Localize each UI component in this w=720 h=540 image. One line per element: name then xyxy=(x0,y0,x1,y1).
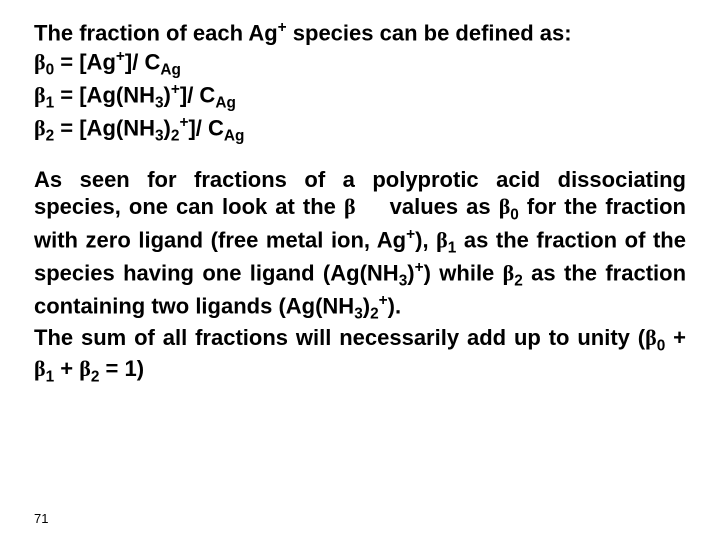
eq1-nsub: 3 xyxy=(155,95,164,112)
beta-symbol: β xyxy=(79,356,91,381)
lead-text: The fraction of each Ag xyxy=(34,20,278,45)
plus2: + xyxy=(54,356,79,381)
beta-symbol: β xyxy=(503,260,515,285)
eq2-mid: = [Ag(NH xyxy=(54,115,155,140)
eq1-paren: ) xyxy=(164,82,171,107)
b1-sub: 1 xyxy=(448,240,457,257)
exp-t8: ) xyxy=(363,293,370,318)
eq0-tail: ]/ C xyxy=(125,49,160,74)
exp-t6: ) while xyxy=(424,260,503,285)
beta0-sub: 0 xyxy=(46,62,55,79)
page-number: 71 xyxy=(34,511,48,526)
eq1-csub: Ag xyxy=(215,95,236,112)
definition-block: The fraction of each Ag+ species can be … xyxy=(34,18,686,146)
sb0-sub: 0 xyxy=(657,337,666,354)
eq0-mid: = [Ag xyxy=(54,49,116,74)
eq2-nsub: 3 xyxy=(155,127,164,144)
exp-t9: ). xyxy=(388,293,401,318)
nh3b-sub: 3 xyxy=(354,306,363,323)
eq0-sup: + xyxy=(116,48,125,65)
eq1-mid: = [Ag(NH xyxy=(54,82,155,107)
beta2-sub: 2 xyxy=(46,127,55,144)
beta-symbol: β xyxy=(344,194,356,219)
exp-t1: values as xyxy=(356,194,499,219)
beta1-sub: 1 xyxy=(46,95,55,112)
sumline-b: = 1) xyxy=(99,356,144,381)
exp-t5: ) xyxy=(407,260,414,285)
eq0-csub: Ag xyxy=(160,62,181,79)
exp-plus1: + xyxy=(406,226,415,243)
two-sub: 2 xyxy=(370,306,379,323)
equation-beta0: β0 = [Ag+]/ CAg xyxy=(34,47,686,80)
equation-beta2: β2 = [Ag(NH3)2+]/ CAg xyxy=(34,113,686,146)
exp-t3: ), xyxy=(415,227,436,252)
beta-symbol: β xyxy=(34,49,46,74)
beta-symbol: β xyxy=(645,325,657,350)
beta-symbol: β xyxy=(436,227,448,252)
eq2-tail: ]/ C xyxy=(188,115,223,140)
sumline-a: The sum of all fractions will necessaril… xyxy=(34,325,645,350)
equation-beta1: β1 = [Ag(NH3)+]/ CAg xyxy=(34,80,686,113)
eq2-paren: ) xyxy=(164,115,171,140)
exp-plus2: + xyxy=(415,259,424,276)
sb1-sub: 1 xyxy=(46,369,55,386)
beta-symbol: β xyxy=(34,115,46,140)
lead-tail: species can be defined as: xyxy=(287,20,572,45)
beta-symbol: β xyxy=(34,82,46,107)
eq1-tail: ]/ C xyxy=(180,82,215,107)
slide: The fraction of each Ag+ species can be … xyxy=(0,0,720,540)
b0-sub: 0 xyxy=(510,207,519,224)
explanation-block: As seen for fractions of a polyprotic ac… xyxy=(34,166,686,387)
eq2-csub: Ag xyxy=(224,127,245,144)
beta-symbol: β xyxy=(499,194,511,219)
beta-symbol: β xyxy=(34,356,46,381)
eq1-sup: + xyxy=(171,81,180,98)
b2-sub: 2 xyxy=(514,273,523,290)
exp-plus3: + xyxy=(379,292,388,309)
nh3-sub: 3 xyxy=(399,273,408,290)
plus1: + xyxy=(665,325,686,350)
lead-sup: + xyxy=(278,19,287,36)
